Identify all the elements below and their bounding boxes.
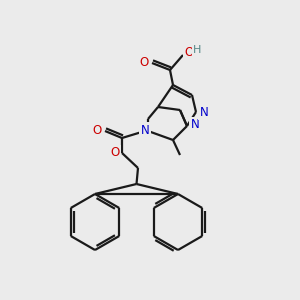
Text: H: H — [193, 45, 201, 55]
Text: N: N — [200, 106, 208, 118]
Text: N: N — [141, 124, 149, 136]
Text: O: O — [140, 56, 148, 70]
Text: N: N — [190, 118, 200, 131]
Text: O: O — [184, 46, 194, 59]
Text: O: O — [92, 124, 102, 137]
Text: O: O — [110, 146, 120, 160]
